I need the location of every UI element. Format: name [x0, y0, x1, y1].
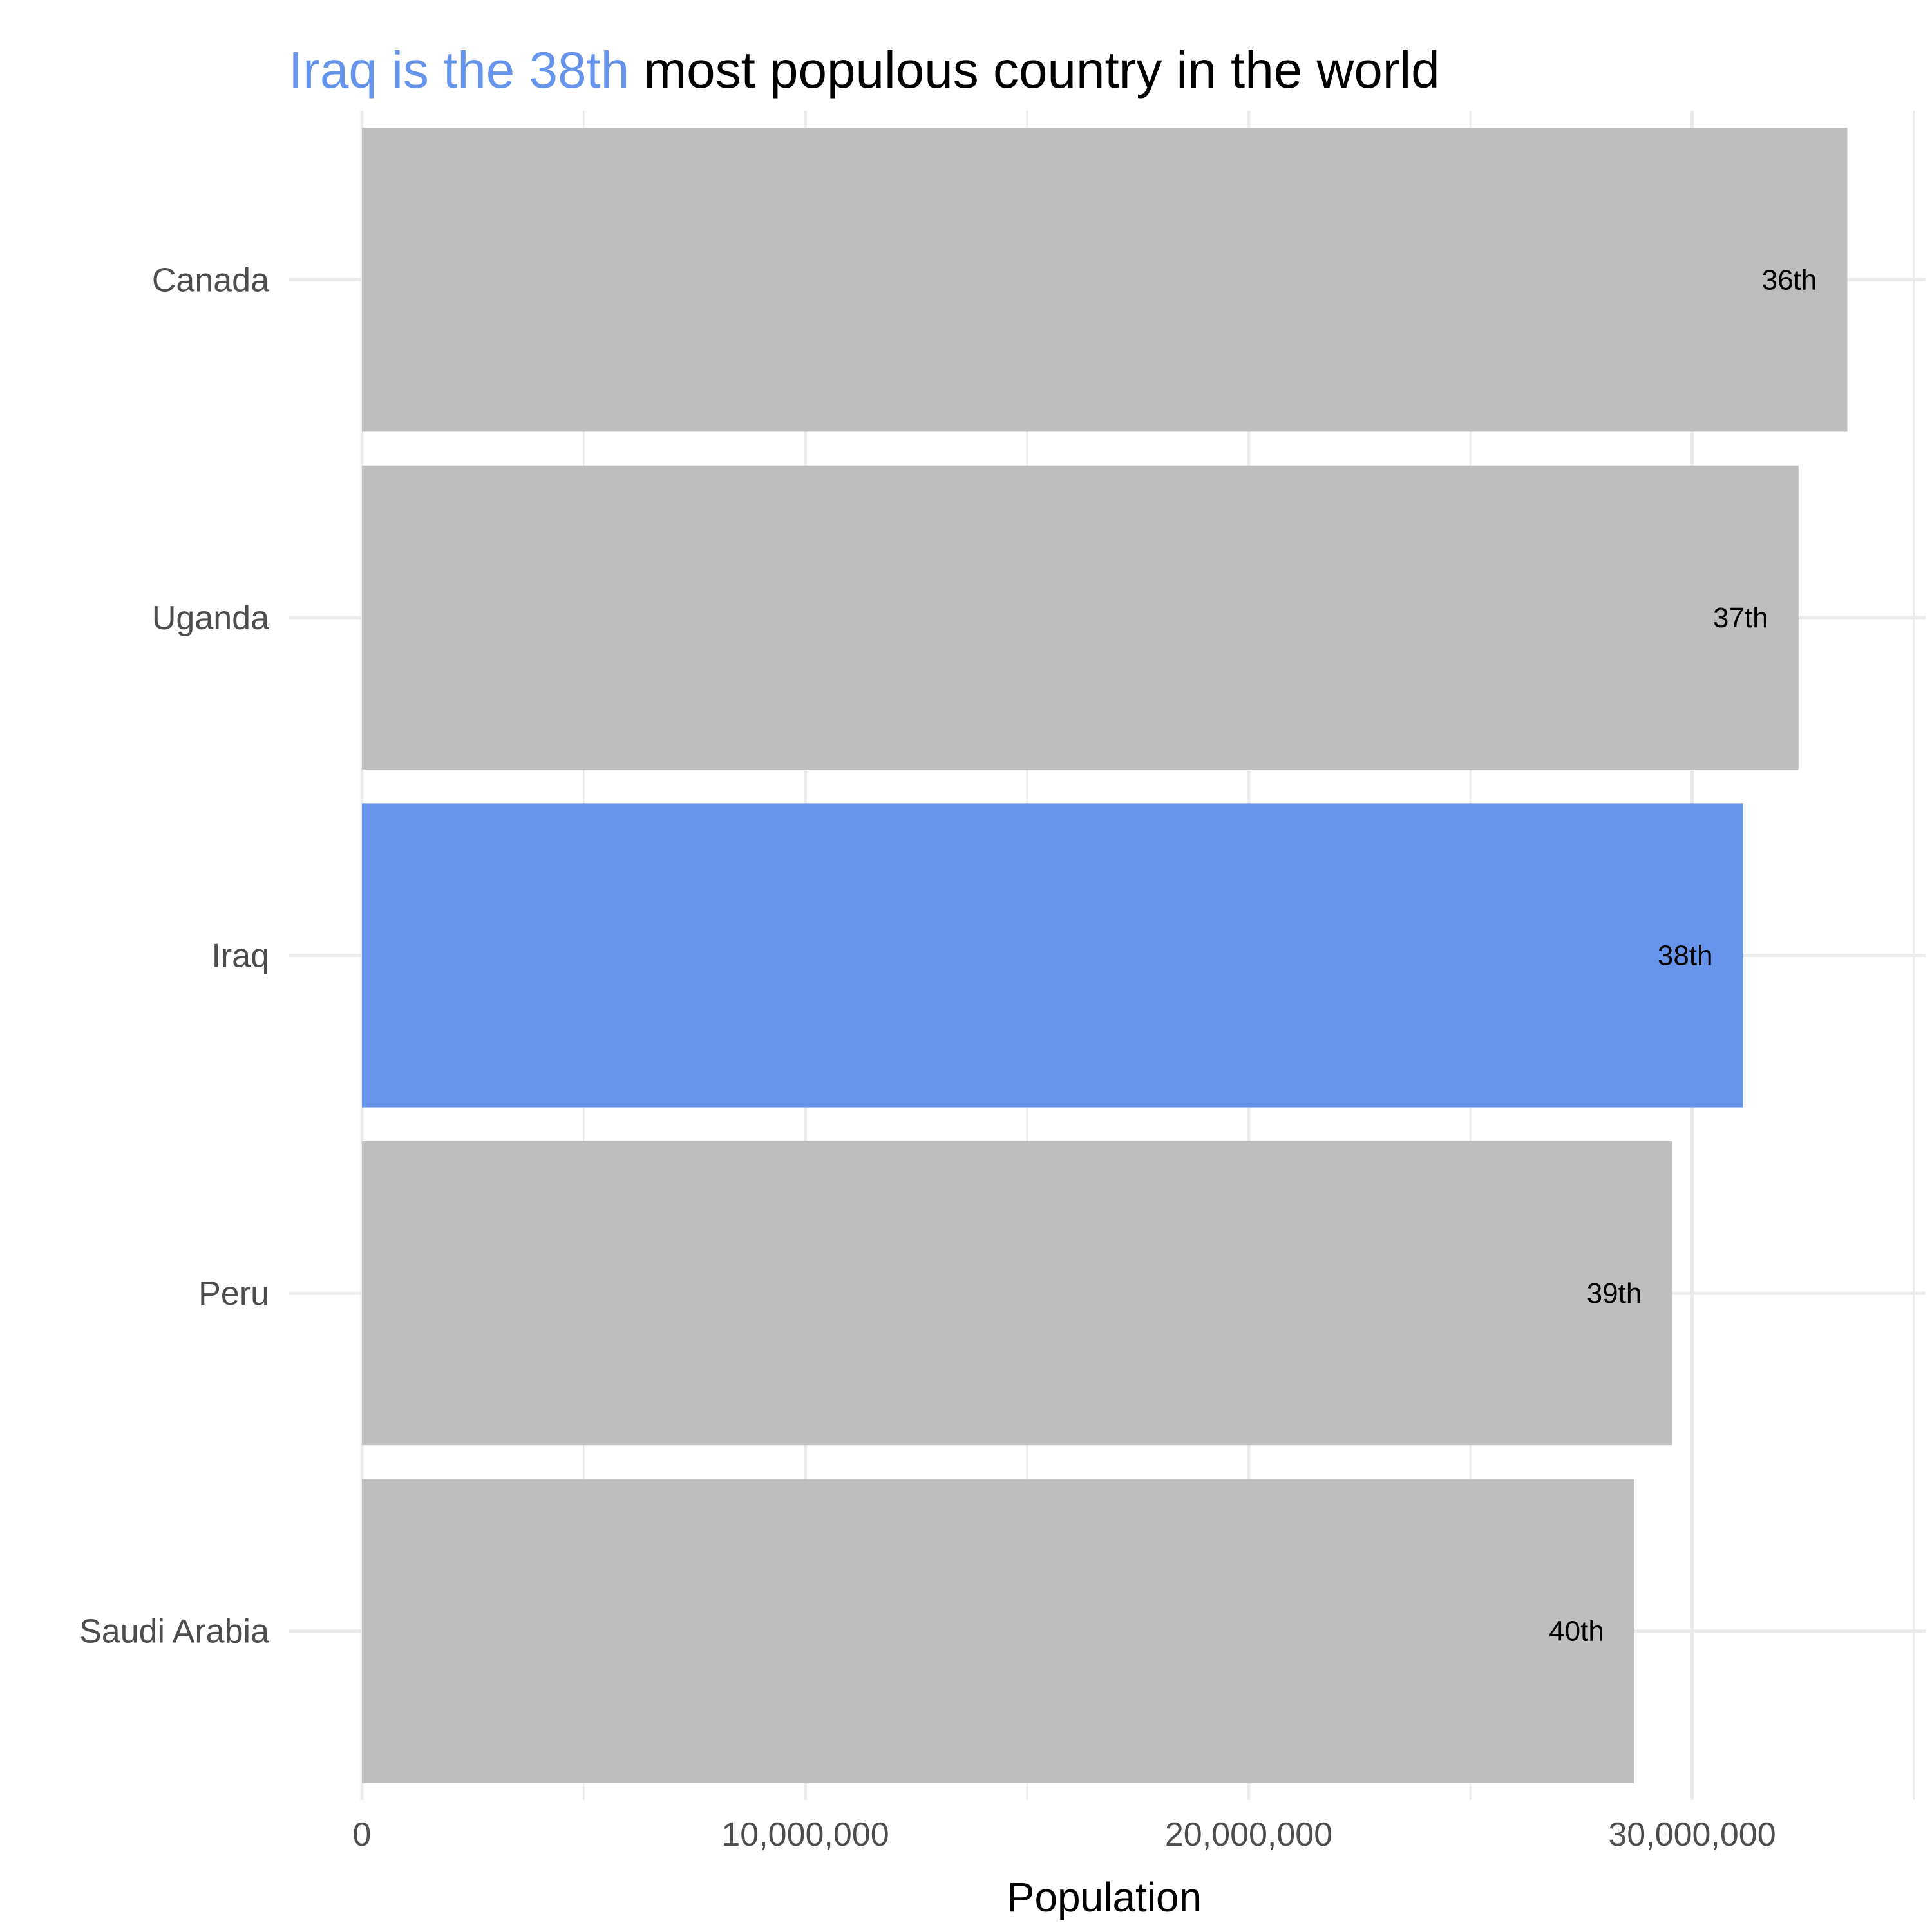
bar-saudi-arabia [362, 1479, 1634, 1783]
x-tick-label: 0 [353, 1816, 372, 1853]
bar-rank-label: 37th [1713, 602, 1768, 634]
bar-uganda [362, 465, 1799, 770]
chart-title-highlight: Iraq is the 38th [289, 41, 629, 99]
x-axis-title: Population [1007, 1874, 1202, 1920]
chart-title: Iraq is the 38th most populous country i… [289, 41, 1440, 99]
bar-canada [362, 128, 1848, 432]
bar-iraq [362, 803, 1743, 1108]
bar-rank-label: 40th [1549, 1616, 1604, 1647]
bar-peru [362, 1141, 1672, 1446]
bar-rank-label: 36th [1762, 264, 1817, 296]
category-label: Uganda [152, 600, 269, 637]
bar-rank-label: 38th [1658, 940, 1713, 972]
bars-layer [362, 128, 1848, 1783]
category-label: Iraq [211, 938, 269, 975]
chart-title-rest: most populous country in the world [629, 41, 1439, 99]
labels-layer: 36th Canada 37th Uganda 38th Iraq 39th Peru 40th… [79, 261, 1817, 1853]
category-label: Canada [152, 261, 269, 299]
x-tick-label: 20,000,000 [1165, 1816, 1332, 1853]
x-tick-label: 10,000,000 [721, 1816, 889, 1853]
category-label: Peru [198, 1275, 269, 1312]
bar-rank-label: 39th [1587, 1278, 1642, 1309]
x-tick-label: 30,000,000 [1608, 1816, 1776, 1853]
category-label: Saudi Arabia [79, 1613, 269, 1651]
